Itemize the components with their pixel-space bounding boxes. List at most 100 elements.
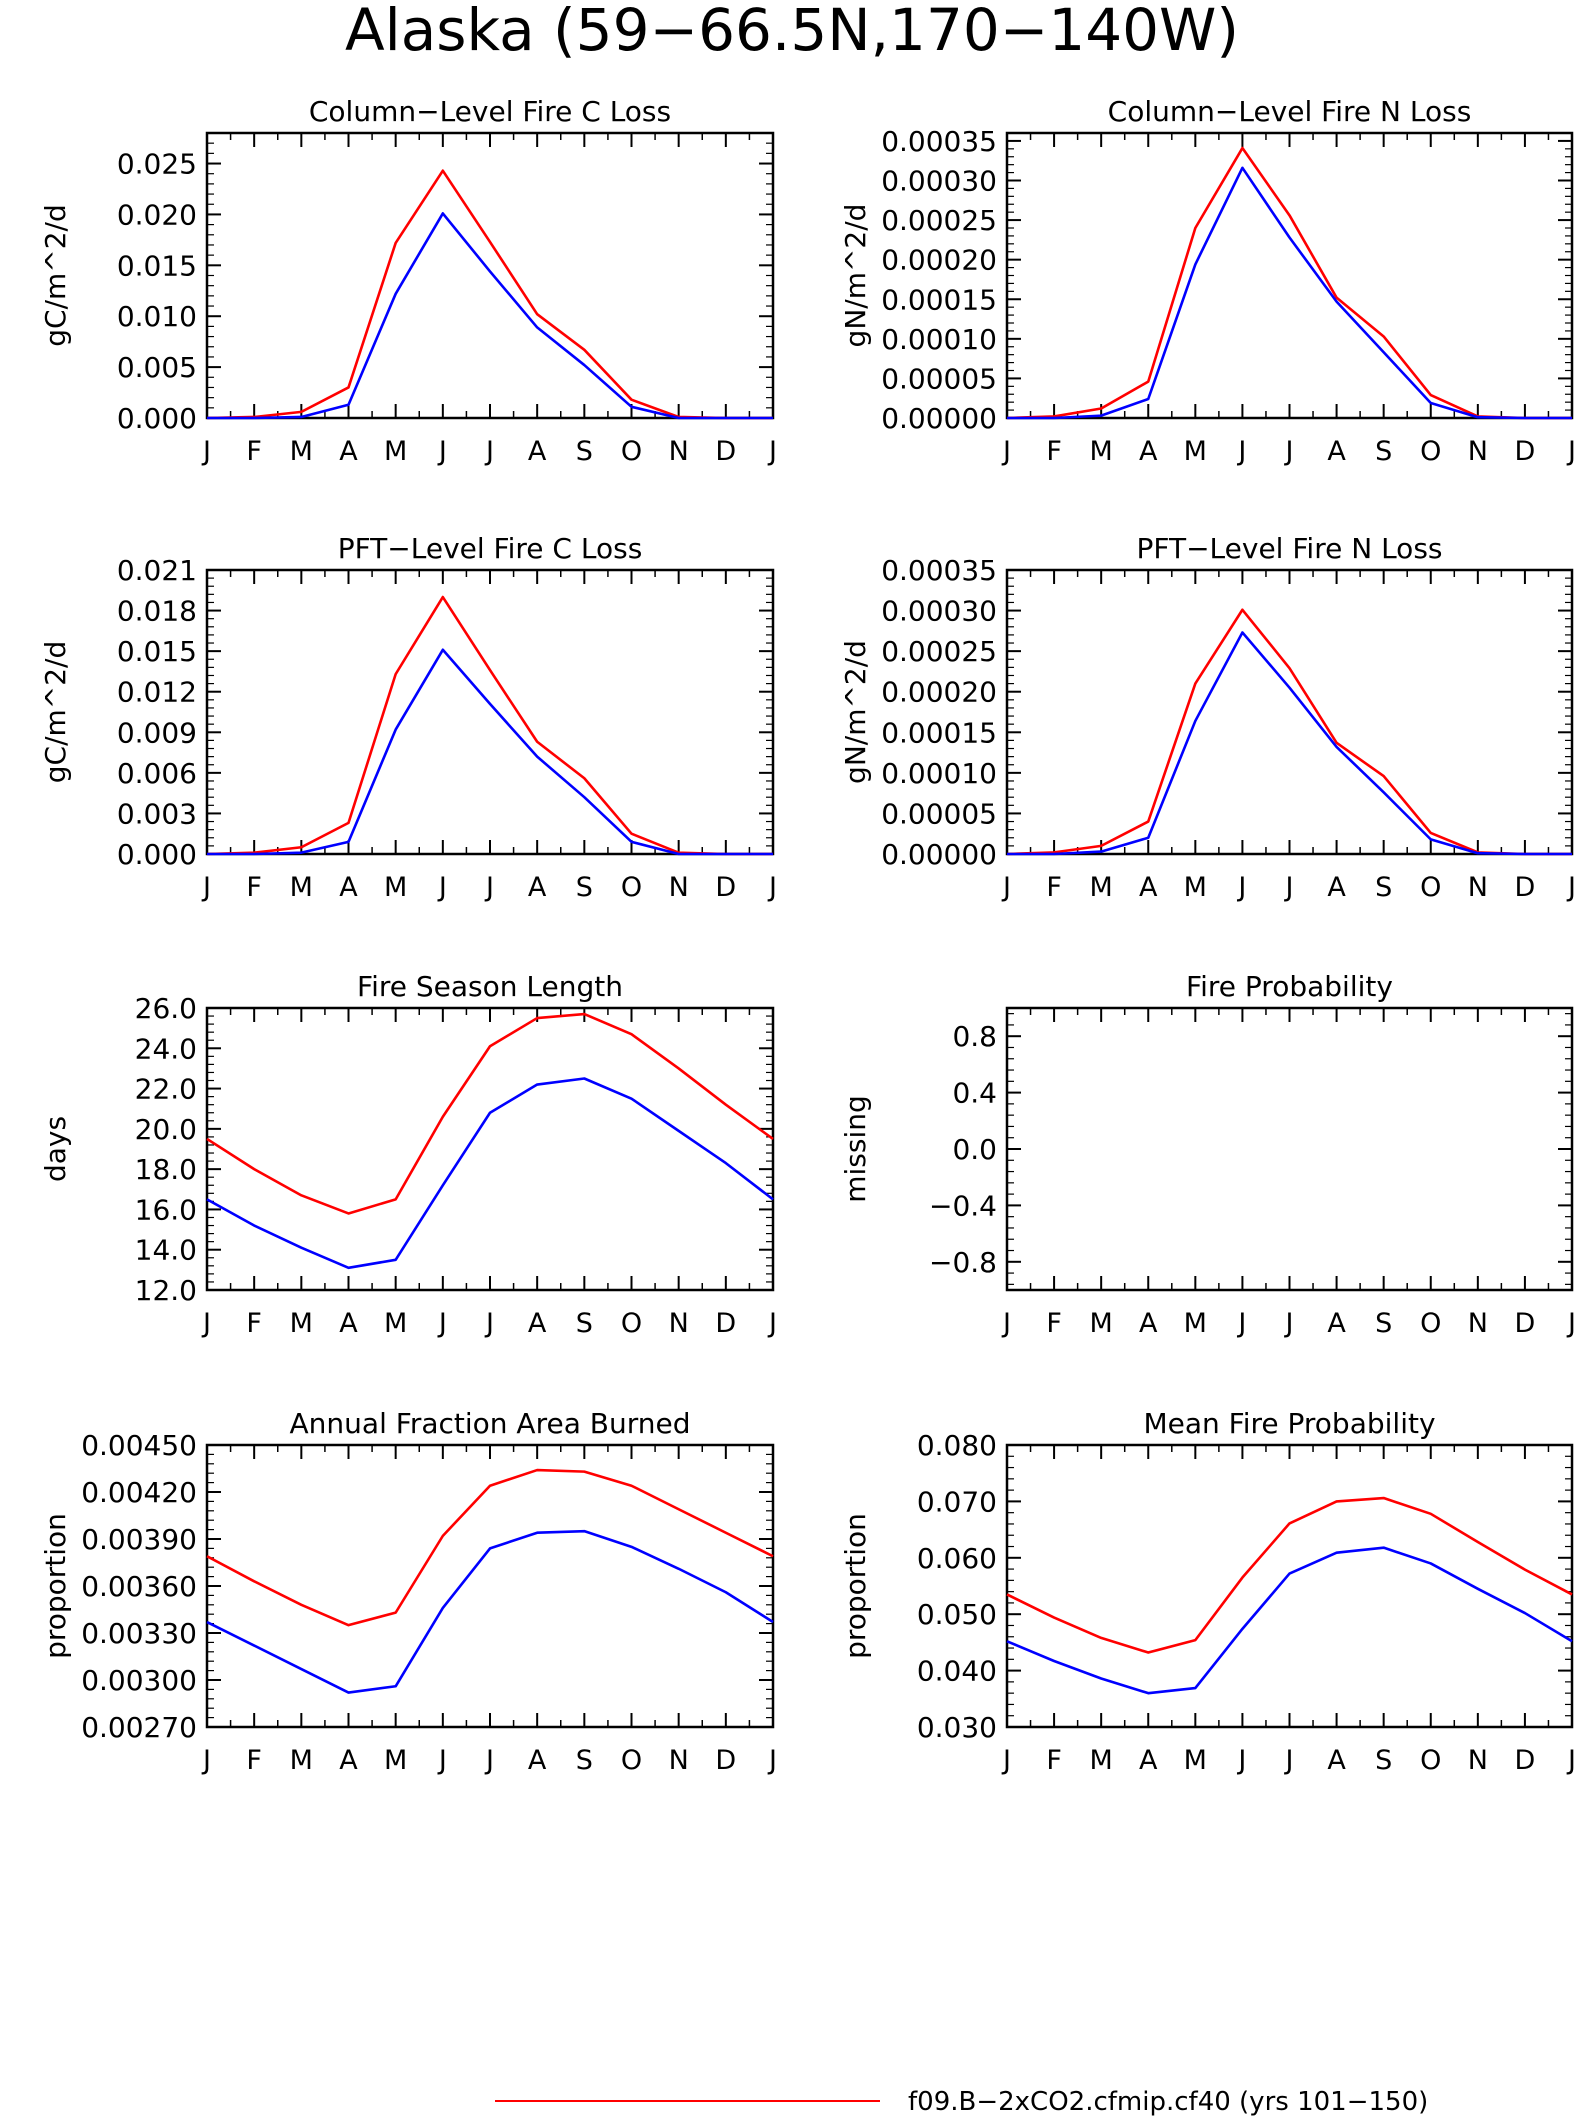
- x-tick-label: J: [1284, 872, 1294, 903]
- x-tick-label: D: [1515, 1308, 1536, 1339]
- y-tick-label: 0.006: [117, 757, 197, 790]
- x-tick-label: D: [1515, 1745, 1536, 1776]
- figure-title: Alaska (59−66.5N,170−140W): [345, 0, 1239, 64]
- x-tick-label: J: [484, 436, 494, 467]
- series-line-blue: [207, 648, 773, 856]
- y-tick-label: 0.00025: [881, 635, 997, 668]
- legend-label: f09.B−2xCO2.cfmip.cf40 (yrs 101−150): [908, 2087, 1428, 2117]
- series-line-red: [206, 1468, 774, 1627]
- y-tick-label: 0.000: [117, 402, 197, 435]
- y-axis-label: gN/m^2/d: [839, 204, 872, 348]
- y-tick-label: 0.0: [952, 1133, 997, 1166]
- x-tick-label: A: [339, 872, 358, 903]
- x-tick-label: M: [290, 436, 313, 467]
- x-tick-label: J: [767, 436, 777, 467]
- x-tick-label: J: [484, 1308, 494, 1339]
- x-tick-label: N: [1468, 1308, 1488, 1339]
- y-tick-label: 0.010: [117, 300, 197, 333]
- y-tick-label: 0.00450: [81, 1429, 197, 1462]
- x-tick-label: A: [528, 1745, 547, 1776]
- series-line-red: [206, 1012, 774, 1215]
- plot-frame: [1005, 1006, 1574, 1292]
- y-axis-label: proportion: [839, 1513, 872, 1659]
- x-tick-label: N: [669, 872, 689, 903]
- series-line-red: [206, 169, 773, 420]
- x-tick-label: J: [437, 1745, 447, 1776]
- series-line-blue: [206, 1077, 774, 1270]
- x-tick-label: F: [1046, 1745, 1062, 1776]
- y-tick-label: 24.0: [135, 1032, 197, 1065]
- y-tick-label: 0.070: [917, 1485, 997, 1518]
- y-tick-label: 0.8: [952, 1020, 997, 1053]
- x-tick-label: J: [437, 436, 447, 467]
- y-tick-label: 0.005: [117, 351, 197, 384]
- x-tick-label: N: [1468, 872, 1488, 903]
- x-tick-label: J: [1236, 436, 1246, 467]
- x-tick-label: D: [715, 1745, 736, 1776]
- y-tick-label: 12.0: [135, 1274, 197, 1307]
- chart-title: Column−Level Fire C Loss: [309, 95, 671, 128]
- y-axis-label: days: [39, 1116, 72, 1182]
- x-tick-label: J: [1001, 1745, 1011, 1776]
- x-tick-label: J: [201, 1308, 211, 1339]
- x-tick-label: J: [484, 872, 494, 903]
- x-tick-label: O: [621, 1308, 642, 1339]
- y-tick-label: 20.0: [135, 1113, 197, 1146]
- x-tick-label: N: [669, 1745, 689, 1776]
- x-tick-label: J: [1001, 436, 1011, 467]
- x-tick-label: J: [767, 872, 777, 903]
- y-axis-label: missing: [839, 1095, 872, 1203]
- chart-title: Column−Level Fire N Loss: [1108, 95, 1472, 128]
- series-line-red: [1006, 608, 1572, 856]
- plot-frame: [1005, 568, 1574, 856]
- x-tick-label: D: [715, 1308, 736, 1339]
- x-tick-label: A: [1327, 1745, 1346, 1776]
- y-tick-label: 0.00360: [81, 1570, 197, 1603]
- x-tick-label: A: [1327, 872, 1346, 903]
- x-tick-label: N: [1468, 436, 1488, 467]
- x-tick-label: A: [1139, 1745, 1158, 1776]
- y-tick-label: 0.050: [917, 1598, 997, 1631]
- y-tick-label: 0.00000: [881, 402, 997, 435]
- plot-frame: [1005, 131, 1574, 420]
- x-tick-label: N: [669, 436, 689, 467]
- y-tick-label: 0.00010: [881, 757, 997, 790]
- plot-frame: [205, 1006, 775, 1292]
- x-tick-label: J: [201, 872, 211, 903]
- x-tick-label: J: [1236, 1745, 1246, 1776]
- x-tick-label: S: [576, 1308, 593, 1339]
- x-tick-label: J: [1566, 1308, 1576, 1339]
- x-tick-label: J: [1566, 1745, 1576, 1776]
- chart-title: Mean Fire Probability: [1143, 1407, 1435, 1440]
- y-tick-label: 0.00035: [881, 125, 997, 158]
- x-tick-label: M: [1090, 1745, 1113, 1776]
- x-tick-label: A: [339, 1745, 358, 1776]
- x-tick-label: M: [384, 1308, 407, 1339]
- x-tick-label: A: [339, 1308, 358, 1339]
- y-tick-label: 0.00300: [81, 1664, 197, 1697]
- x-tick-label: J: [1284, 1308, 1294, 1339]
- x-tick-label: M: [1184, 436, 1207, 467]
- x-tick-label: S: [576, 872, 593, 903]
- x-tick-label: M: [1090, 1308, 1113, 1339]
- x-tick-label: A: [1327, 1308, 1346, 1339]
- x-tick-label: D: [1515, 872, 1536, 903]
- x-tick-label: S: [1375, 436, 1392, 467]
- chart-title: Annual Fraction Area Burned: [290, 1407, 691, 1440]
- x-tick-label: A: [339, 436, 358, 467]
- x-tick-label: A: [528, 872, 547, 903]
- y-tick-label: 0.080: [917, 1429, 997, 1462]
- x-tick-label: M: [384, 436, 407, 467]
- y-tick-label: 26.0: [135, 992, 197, 1025]
- x-tick-label: A: [528, 1308, 547, 1339]
- x-tick-label: F: [1046, 436, 1062, 467]
- x-tick-label: M: [1090, 436, 1113, 467]
- y-axis-label: gC/m^2/d: [39, 641, 72, 784]
- x-tick-label: J: [201, 436, 211, 467]
